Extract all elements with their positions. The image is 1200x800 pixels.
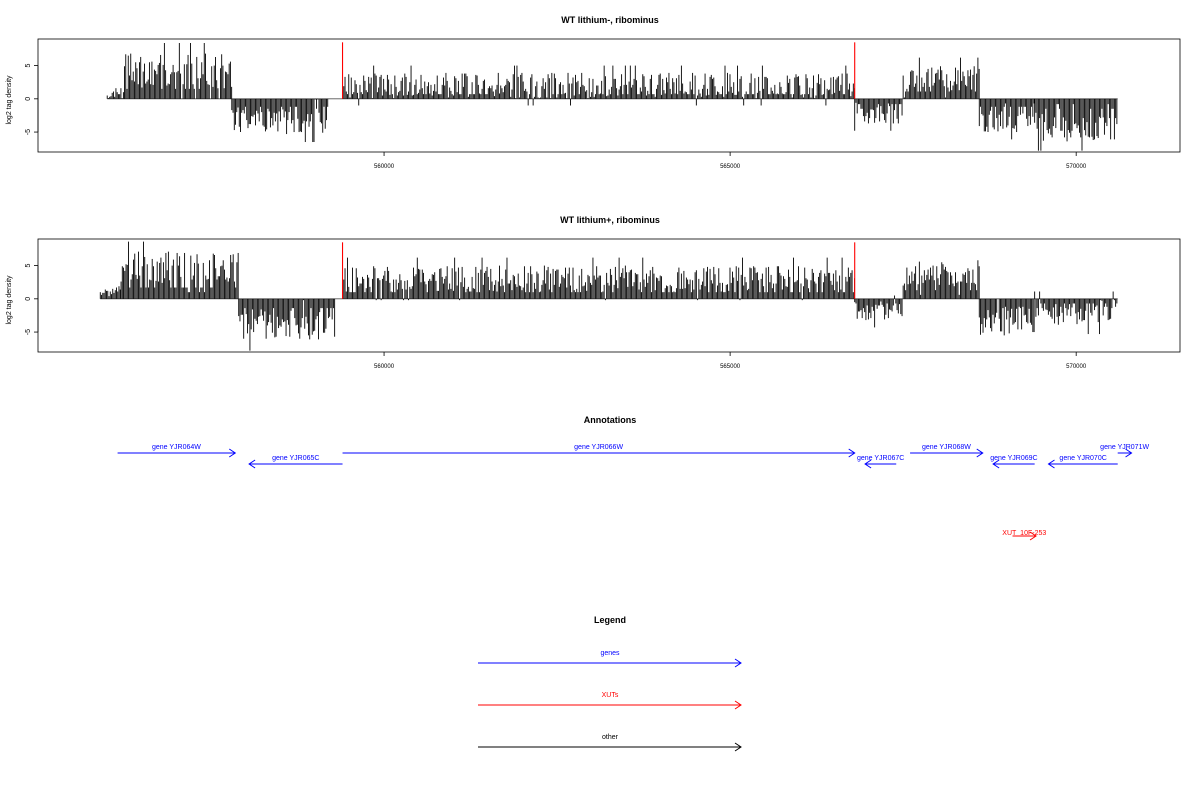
legend-arrowhead-xuts: [734, 700, 742, 710]
gene-arrow-arrowhead: [848, 448, 856, 458]
legend-arrowhead-genes: [734, 658, 742, 668]
legend-label-genes: genes: [600, 650, 620, 657]
x-axis: 560000 565000 570000: [374, 352, 1087, 370]
gene-arrow-arrowhead: [976, 448, 984, 458]
panel-title: WT lithium-, ribominus: [561, 15, 659, 25]
y-tick-label: -5: [25, 129, 32, 135]
legend-arrowhead-other: [734, 742, 742, 752]
bar-track: [106, 42, 1118, 151]
gene-arrow-arrowhead: [228, 448, 237, 458]
gene-arrow-arrowhead: [1047, 459, 1055, 469]
x-tick-label: 560000: [374, 164, 395, 170]
marker-track: [341, 42, 856, 99]
xut-track: XUT_10F-253: [1002, 530, 1046, 541]
marker-track: [341, 242, 856, 299]
y-axis-label: log2 tag density: [6, 275, 13, 325]
annotations-title: Annotations: [584, 415, 637, 425]
legend-label-other: other: [602, 734, 619, 741]
xut-label: XUT_10F-253: [1002, 530, 1046, 537]
gene-label: gene YJR065C: [272, 455, 319, 462]
gene-label: gene YJR068W: [922, 444, 971, 451]
gene-label: gene YJR070C: [1059, 455, 1106, 462]
y-tick-label: 0: [25, 297, 32, 301]
y-axis-label: log2 tag density: [6, 75, 13, 125]
x-tick-label: 570000: [1066, 364, 1087, 370]
panel-title: WT lithium+, ribominus: [560, 215, 660, 225]
y-axis: 5 0 -5: [25, 64, 39, 135]
y-tick-label: 0: [25, 97, 32, 101]
gene-label: gene YJR067C: [857, 455, 904, 462]
x-tick-label: 565000: [720, 164, 741, 170]
x-tick-label: 560000: [374, 364, 395, 370]
gene-label: gene YJR064W: [152, 444, 201, 451]
bar-track: [99, 241, 1118, 351]
gene-label: gene YJR069C: [990, 455, 1037, 462]
y-axis: 5 0 -5: [25, 264, 39, 335]
gene-label: gene YJR066W: [574, 444, 623, 451]
gene-arrow-arrowhead: [864, 459, 872, 469]
y-tick-label: -5: [25, 329, 32, 335]
gene-arrow-arrowhead: [1125, 448, 1133, 458]
y-tick-label: 5: [25, 64, 32, 68]
legend-panel: Legend genes XUTs other: [478, 615, 742, 752]
x-tick-label: 565000: [720, 364, 741, 370]
panel-lithium-plus: WT lithium+, ribominus log2 tag density …: [6, 215, 1181, 370]
gene-track: gene YJR064W gene YJR065C gene YJR066W gene…: [117, 444, 1149, 469]
legend-title: Legend: [594, 615, 626, 625]
xut-arrow-arrowhead: [1029, 531, 1037, 541]
y-tick-label: 5: [25, 264, 32, 268]
gene-label: gene YJR071W: [1100, 444, 1149, 451]
x-axis: 560000 565000 570000: [374, 152, 1087, 170]
gene-arrow-arrowhead: [248, 459, 256, 469]
gene-arrow-arrowhead: [992, 459, 1000, 469]
legend-label-xuts: XUTs: [602, 692, 619, 699]
panel-lithium-minus: WT lithium-, ribominus log2 tag density …: [6, 15, 1181, 170]
x-tick-label: 570000: [1066, 164, 1087, 170]
